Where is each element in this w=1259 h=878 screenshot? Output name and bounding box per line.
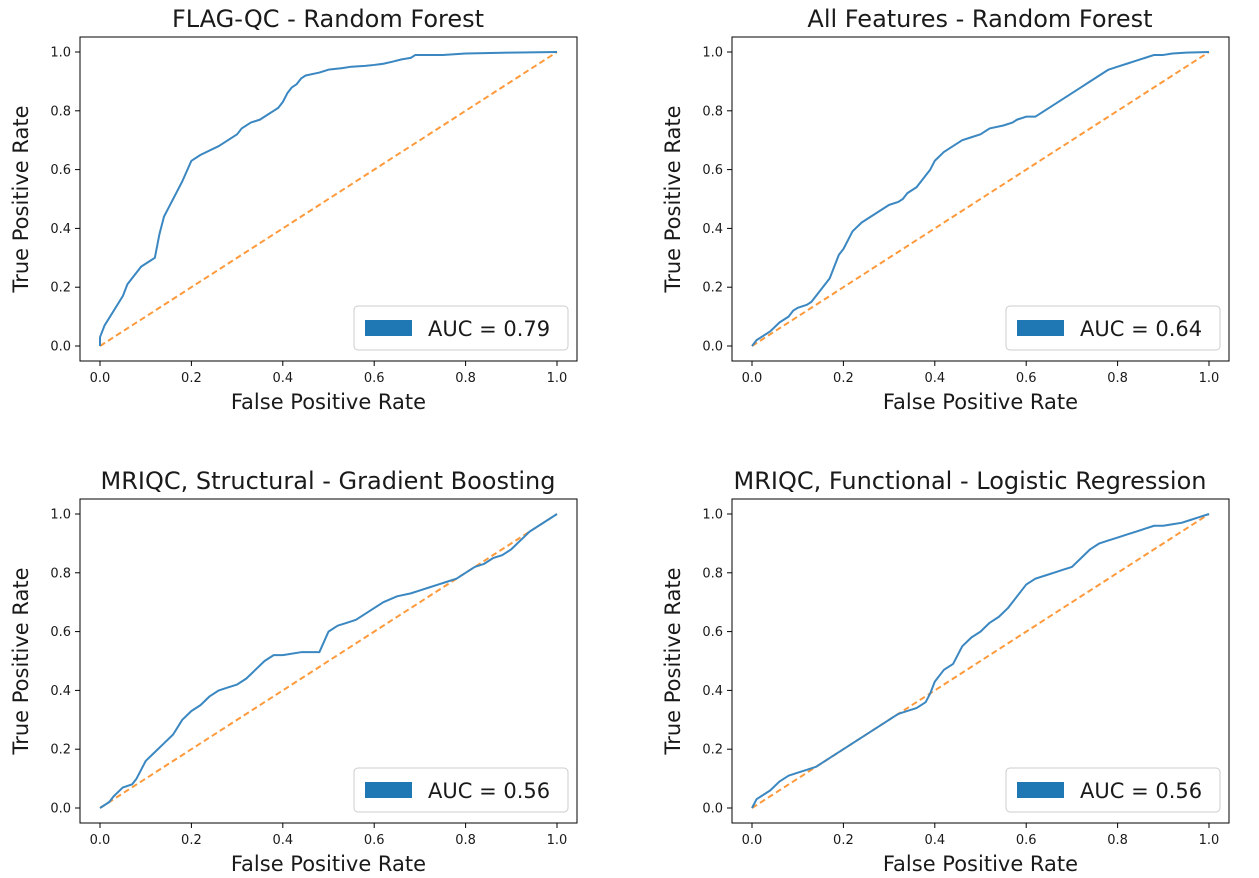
plot-frame	[731, 36, 1230, 362]
x-tick-label: 0.0	[90, 371, 111, 386]
y-axis-label: True Positive Rate	[661, 105, 685, 293]
y-axis-label: True Positive Rate	[9, 567, 33, 755]
legend-box	[353, 767, 569, 813]
x-tick-label: 0.8	[455, 371, 476, 386]
x-tick-label: 0.6	[364, 833, 385, 848]
legend-box	[1005, 305, 1221, 351]
plot-frame	[79, 498, 578, 824]
chart-title: MRIQC, Functional - Logistic Regression	[734, 467, 1207, 495]
y-tick-label: 0.0	[50, 340, 71, 355]
x-tick-label: 0.0	[742, 833, 763, 848]
x-tick-label: 0.8	[1107, 371, 1128, 386]
y-tick-label: 0.0	[702, 802, 723, 817]
legend-label: AUC = 0.56	[428, 779, 550, 803]
x-axis-label: False Positive Rate	[883, 852, 1078, 876]
y-tick-label: 0.2	[50, 743, 71, 758]
roc-curve	[751, 513, 1210, 809]
plot-frame	[731, 498, 1230, 824]
chart-title: FLAG-QC - Random Forest	[172, 5, 484, 33]
legend: AUC = 0.79	[353, 305, 569, 351]
y-tick-label: 0.4	[702, 222, 723, 237]
x-tick-label: 1.0	[1199, 833, 1220, 848]
x-tick-label: 1.0	[547, 833, 568, 848]
x-tick-label: 0.2	[181, 371, 202, 386]
legend-box	[353, 305, 569, 351]
legend: AUC = 0.64	[1005, 305, 1221, 351]
y-tick-label: 0.6	[50, 163, 71, 178]
chance-line	[99, 51, 558, 347]
chance-line	[751, 51, 1210, 347]
legend: AUC = 0.56	[353, 767, 569, 813]
y-tick-label: 0.2	[702, 281, 723, 296]
plot-frame	[79, 36, 578, 362]
x-tick-label: 0.6	[1016, 371, 1037, 386]
y-axis-label: True Positive Rate	[661, 567, 685, 755]
legend-patch	[1017, 782, 1064, 798]
y-tick-label: 0.8	[50, 104, 71, 119]
subplot-2: All Features - Random Forest 0.0 0.2 0.4 0.6…	[661, 5, 1230, 414]
legend-patch	[365, 320, 412, 336]
legend-label: AUC = 0.56	[1080, 779, 1202, 803]
y-tick-label: 0.0	[50, 802, 71, 817]
subplot-3: MRIQC, Structural - Gradient Boosting 0.0…	[9, 467, 578, 876]
y-tick-label: 0.2	[702, 743, 723, 758]
y-axis-label: True Positive Rate	[9, 105, 33, 293]
y-tick-label: 0.0	[702, 340, 723, 355]
y-tick-label: 1.0	[50, 508, 71, 523]
y-tick-label: 0.6	[50, 625, 71, 640]
y-tick-label: 1.0	[50, 46, 71, 61]
x-tick-label: 0.4	[272, 371, 293, 386]
chance-line	[99, 513, 558, 809]
x-tick-label: 1.0	[547, 371, 568, 386]
roc-curve	[751, 51, 1210, 347]
roc-curve	[99, 51, 558, 346]
y-tick-label: 0.4	[50, 222, 71, 237]
x-tick-label: 0.4	[272, 833, 293, 848]
chart-title: MRIQC, Structural - Gradient Boosting	[100, 467, 555, 495]
x-tick-label: 0.4	[924, 833, 945, 848]
y-tick-label: 0.6	[702, 163, 723, 178]
y-tick-label: 0.6	[702, 625, 723, 640]
y-tick-label: 0.2	[50, 281, 71, 296]
roc-curve	[99, 513, 558, 809]
y-tick-label: 1.0	[702, 508, 723, 523]
x-tick-label: 0.0	[90, 833, 111, 848]
x-tick-label: 0.6	[1016, 833, 1037, 848]
x-tick-label: 0.8	[455, 833, 476, 848]
x-axis-label: False Positive Rate	[231, 390, 426, 414]
legend-patch	[1017, 320, 1064, 336]
y-tick-label: 1.0	[702, 46, 723, 61]
y-tick-label: 0.4	[702, 684, 723, 699]
y-tick-label: 0.8	[702, 566, 723, 581]
y-tick-label: 0.8	[50, 566, 71, 581]
x-tick-label: 0.6	[364, 371, 385, 386]
legend-box	[1005, 767, 1221, 813]
legend-label: AUC = 0.64	[1080, 317, 1202, 341]
x-tick-label: 0.2	[833, 833, 854, 848]
x-tick-label: 0.2	[181, 833, 202, 848]
x-axis-label: False Positive Rate	[231, 852, 426, 876]
legend-patch	[365, 782, 412, 798]
x-tick-label: 0.8	[1107, 833, 1128, 848]
subplot-1: FLAG-QC - Random Forest 0.0 0.2 0.4 0.6 0.8 1.…	[9, 5, 578, 414]
legend: AUC = 0.56	[1005, 767, 1221, 813]
x-tick-label: 1.0	[1199, 371, 1220, 386]
x-tick-label: 0.4	[924, 371, 945, 386]
chart-title: All Features - Random Forest	[807, 5, 1152, 33]
x-axis-label: False Positive Rate	[883, 390, 1078, 414]
x-tick-label: 0.0	[742, 371, 763, 386]
y-tick-label: 0.4	[50, 684, 71, 699]
legend-label: AUC = 0.79	[428, 317, 550, 341]
y-tick-label: 0.8	[702, 104, 723, 119]
x-tick-label: 0.2	[833, 371, 854, 386]
subplot-4: MRIQC, Functional - Logistic Regression 0…	[661, 467, 1230, 876]
